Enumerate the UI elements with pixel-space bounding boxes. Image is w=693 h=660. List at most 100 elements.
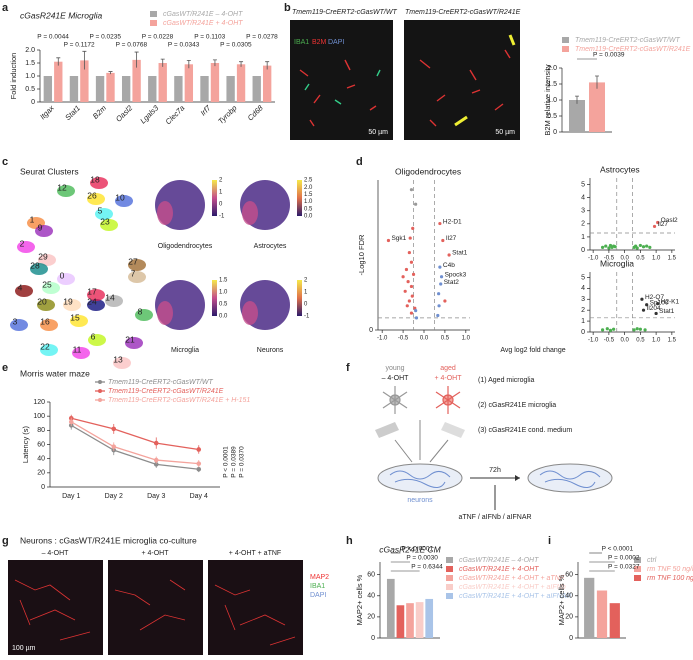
point-label: Il204: [647, 305, 661, 312]
x-tick-label: Tyrobp: [216, 103, 238, 125]
legend-label: cGasWT/R241E – 4-OHT: [163, 11, 243, 18]
legend-marker: [98, 380, 102, 384]
point: [403, 289, 407, 293]
y-tick-label: 2.0: [25, 47, 35, 54]
p-value: P = 0.0030: [406, 555, 438, 562]
cluster-label: 24: [87, 296, 97, 306]
y-tick-label: 100: [33, 413, 45, 420]
p-value: P = 0.0044: [37, 34, 69, 41]
colorbar-tick-label: 1.5: [219, 278, 228, 284]
p-value: P = 0.0305: [220, 42, 252, 49]
point: [648, 245, 652, 249]
cluster-blob: [113, 357, 131, 369]
image-title: Tmem119-CreERT2-cGasWT/R241E: [405, 9, 521, 16]
point: [643, 328, 647, 332]
y-tick-label: 1.0: [547, 97, 557, 104]
point: [196, 447, 202, 452]
point-label: Oasl2: [661, 217, 678, 224]
umap-cloud: [157, 301, 173, 325]
panel-letter: f: [346, 362, 350, 374]
x-tick-label: 1.5: [668, 338, 677, 344]
umap-cloud: [242, 201, 258, 225]
scale-bar-label: 50 µm: [368, 129, 388, 136]
bar: [425, 598, 434, 638]
x-tick-label: Day 2: [105, 493, 123, 500]
label: + 4-OHT: [434, 375, 462, 382]
point: [414, 309, 418, 313]
point: [414, 202, 418, 206]
panel-letter: i: [548, 535, 551, 547]
cluster-label: 4: [18, 282, 23, 292]
point-label: Stat1: [452, 250, 468, 257]
cluster-blob: [57, 273, 75, 285]
p-value: P < 0.0001: [602, 546, 634, 553]
y-axis-label: MAP2+ cells %: [557, 574, 566, 625]
error-bar: [212, 59, 217, 67]
legend-marker: [98, 389, 102, 393]
colorbar-tick-label: 1.0: [304, 199, 313, 205]
point-label: Il27: [658, 221, 669, 228]
y-axis-label: Latency (s): [21, 425, 30, 463]
cluster-label: 26: [87, 190, 97, 200]
legend-label: cGasWT/R241E + 4-OHT: [163, 20, 243, 27]
channel-label: IBA1: [294, 39, 309, 46]
cells: [299, 34, 516, 127]
x-tick-label: Cd68: [246, 103, 266, 123]
bar: [262, 65, 272, 102]
p-value: P = 0.0370: [239, 446, 246, 478]
point-label: Sp100: [650, 299, 669, 306]
x-tick-label: Clec7a: [164, 103, 187, 126]
y-tick-label: 4: [581, 285, 585, 292]
cluster-blob: [100, 219, 118, 231]
cluster-label: 19: [63, 296, 73, 306]
point: [438, 221, 442, 226]
cluster-blob: [90, 177, 108, 189]
point-label: Il27: [446, 235, 457, 242]
cluster-blob: [40, 319, 58, 331]
y-tick-label: 0: [581, 247, 585, 254]
bar: [226, 76, 235, 102]
bar: [596, 590, 608, 638]
legend-label: cGasWT/R241E + 4-OHT + aIFNAR: [459, 593, 571, 600]
x-tick-label: 0.0: [620, 256, 629, 262]
y-tick-label: 40: [37, 456, 45, 463]
chart-title: Astrocytes: [600, 164, 640, 174]
y-tick-label: 60: [367, 572, 375, 579]
point: [196, 466, 202, 472]
condition-label: + 4-OHT: [141, 550, 169, 557]
error-bar: [56, 57, 61, 66]
legend-swatch: [562, 46, 569, 52]
cluster-label: 7: [131, 268, 136, 278]
legend-swatch: [150, 20, 157, 26]
cluster-blob: [35, 225, 53, 237]
y-tick-label: 0: [369, 327, 373, 334]
error-bar: [82, 50, 87, 70]
micrograph: [108, 560, 203, 655]
cluster-label: 28: [30, 260, 40, 270]
point-label: Stat1: [659, 308, 675, 315]
bar: [252, 76, 261, 102]
point: [607, 246, 611, 250]
panel-letter: e: [2, 362, 8, 374]
point: [447, 253, 451, 257]
point: [645, 303, 649, 307]
point: [406, 280, 410, 284]
x-tick-label: Day 4: [190, 493, 208, 500]
point-label: Stat2: [444, 279, 460, 286]
cluster-blob: [63, 299, 81, 311]
point: [386, 238, 391, 243]
diagram: young aged – 4-OHT + 4-OHT (1) Aged micr…: [375, 365, 613, 521]
colorbar: [212, 180, 217, 216]
cluster-label: 27: [128, 256, 138, 266]
x-tick-label: Stat1: [63, 103, 82, 122]
error-bar: [239, 61, 244, 67]
point-label: Spock3: [445, 271, 467, 278]
y-tick-label: 40: [565, 593, 573, 600]
p-value: P < 0.0001: [402, 546, 434, 553]
neurites: [14, 579, 296, 646]
y-tick-label: 0.5: [25, 86, 35, 93]
cluster-blob: [95, 208, 113, 220]
bar: [148, 76, 157, 102]
y-tick-label: 60: [565, 572, 573, 579]
p-value: P = 0.0278: [246, 34, 278, 41]
